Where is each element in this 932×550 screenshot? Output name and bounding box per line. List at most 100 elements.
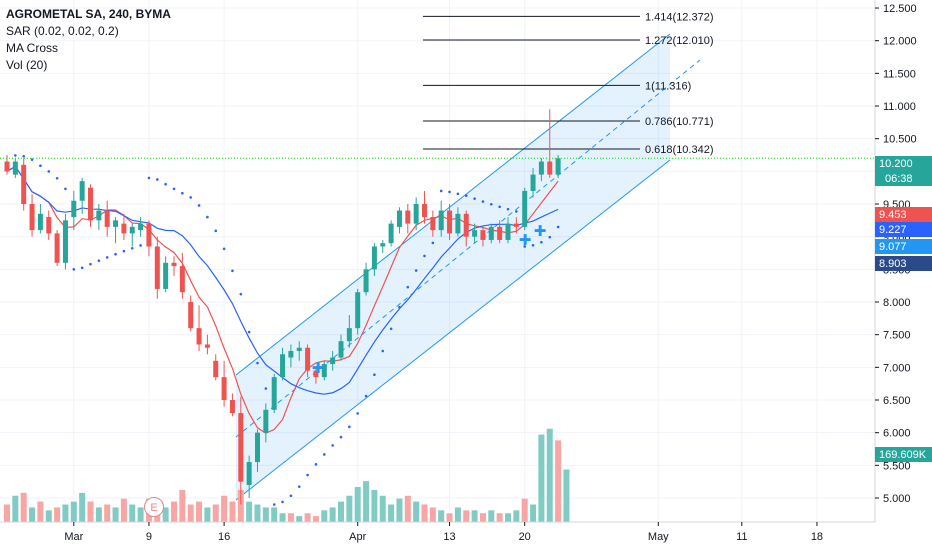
candlesticks[interactable] bbox=[4, 109, 561, 505]
candle-body bbox=[179, 266, 185, 293]
candle-body bbox=[263, 409, 269, 433]
sar-dot bbox=[289, 494, 293, 498]
candle-body bbox=[154, 246, 160, 289]
earnings-marker[interactable]: E bbox=[144, 497, 164, 517]
candle bbox=[363, 262, 369, 296]
candle-body bbox=[146, 223, 152, 247]
volume-bar bbox=[62, 504, 69, 522]
candle bbox=[547, 109, 553, 178]
candle bbox=[21, 158, 27, 211]
candle-body bbox=[430, 217, 436, 231]
price-badge bbox=[875, 447, 932, 462]
fib-level-label: 1(11.316) bbox=[645, 80, 691, 92]
sar-dot bbox=[256, 361, 259, 365]
sar-dot bbox=[356, 412, 360, 415]
ma-cross-indicator-label[interactable]: MA Cross bbox=[6, 41, 59, 55]
sar-dot bbox=[197, 204, 201, 207]
candle bbox=[463, 210, 469, 247]
sar-dot bbox=[548, 235, 552, 239]
sar-dot bbox=[122, 249, 126, 253]
volume-bar bbox=[262, 507, 269, 522]
candle bbox=[104, 200, 110, 237]
candle-body bbox=[288, 351, 294, 358]
candle bbox=[12, 158, 18, 178]
candle-body bbox=[12, 161, 18, 175]
candle bbox=[530, 168, 536, 198]
sar-dot bbox=[281, 500, 284, 504]
candle bbox=[29, 194, 35, 237]
candle-body bbox=[330, 357, 336, 365]
volume-bar bbox=[371, 489, 378, 522]
candle-body bbox=[371, 246, 377, 270]
volume-bar bbox=[196, 501, 203, 522]
sar-indicator-label[interactable]: SAR (0.02, 0.02, 0.2) bbox=[6, 24, 119, 38]
time-tick-label: 20 bbox=[519, 531, 531, 543]
volume-indicator-label[interactable]: Vol (20) bbox=[6, 58, 48, 72]
time-tick-label: 13 bbox=[443, 531, 455, 543]
candle-body bbox=[438, 210, 444, 231]
candle-body bbox=[296, 347, 302, 352]
sar-dot bbox=[314, 463, 318, 466]
sar-dot bbox=[147, 176, 151, 180]
time-axis[interactable]: Mar 9 16 Apr 13 20 May 11 18 bbox=[0, 521, 932, 550]
price-tick-label: 12.000 bbox=[883, 36, 917, 48]
candle-body bbox=[338, 341, 344, 358]
candle bbox=[179, 253, 185, 299]
candle bbox=[54, 230, 60, 267]
candle-body bbox=[188, 302, 194, 329]
price-badge bbox=[875, 239, 932, 254]
volume-bar bbox=[229, 501, 236, 522]
parabolic-sar bbox=[14, 154, 560, 506]
candle bbox=[305, 344, 311, 378]
price-axis[interactable]: 12.50012.00011.50011.00010.50010.0009.50… bbox=[874, 0, 932, 550]
regression-channel[interactable] bbox=[235, 33, 701, 501]
sar-dot bbox=[431, 241, 435, 245]
fibonacci-levels[interactable]: 1.414(12.372) 1.272(12.010) 1(11.316) 0.786… bbox=[423, 11, 714, 156]
volume-bar bbox=[354, 487, 361, 522]
sar-dot bbox=[206, 215, 209, 219]
candle-body bbox=[171, 262, 177, 267]
candle bbox=[338, 334, 344, 361]
sar-dot bbox=[39, 164, 42, 168]
volume-bar bbox=[204, 507, 211, 522]
fib-level-label: 0.786(10.771) bbox=[645, 116, 714, 128]
candle bbox=[129, 223, 135, 247]
volume-bar bbox=[45, 510, 52, 522]
candle-body bbox=[113, 220, 119, 227]
sar-dot bbox=[114, 252, 117, 256]
time-tick-label: 11 bbox=[736, 531, 747, 543]
fib-level-label: 1.272(12.010) bbox=[645, 35, 714, 47]
volume-bar bbox=[104, 504, 111, 522]
sar-dot bbox=[30, 158, 34, 161]
sar-dot bbox=[181, 191, 184, 195]
candle bbox=[88, 184, 93, 227]
sar-dot bbox=[189, 196, 192, 199]
sar-dot bbox=[481, 200, 485, 203]
sar-dot bbox=[164, 182, 167, 186]
volume-bar bbox=[471, 510, 478, 522]
price-badge-label: 10.200 bbox=[879, 158, 913, 170]
sar-dot bbox=[498, 205, 501, 209]
time-tick-label: 9 bbox=[146, 531, 152, 543]
candle bbox=[204, 334, 210, 355]
sar-dot bbox=[406, 285, 410, 289]
volume-bar bbox=[538, 434, 545, 522]
candle bbox=[121, 213, 127, 240]
symbol-title[interactable]: AGROMETAL SA, 240, BYMA bbox=[6, 7, 171, 21]
candle bbox=[422, 190, 427, 224]
price-badge bbox=[875, 207, 932, 222]
candle-body bbox=[246, 462, 252, 485]
volume-bar bbox=[129, 504, 136, 522]
sar-dot bbox=[156, 178, 159, 181]
channel-fill bbox=[236, 34, 670, 500]
candle-body bbox=[380, 243, 386, 247]
candle-body bbox=[29, 204, 35, 231]
candle bbox=[538, 158, 544, 182]
volume-bar bbox=[446, 513, 453, 522]
candle-body bbox=[447, 210, 453, 234]
volume-bar bbox=[546, 428, 553, 522]
sar-dot bbox=[80, 266, 84, 270]
candle-body bbox=[21, 164, 27, 205]
candle-body bbox=[522, 190, 528, 227]
